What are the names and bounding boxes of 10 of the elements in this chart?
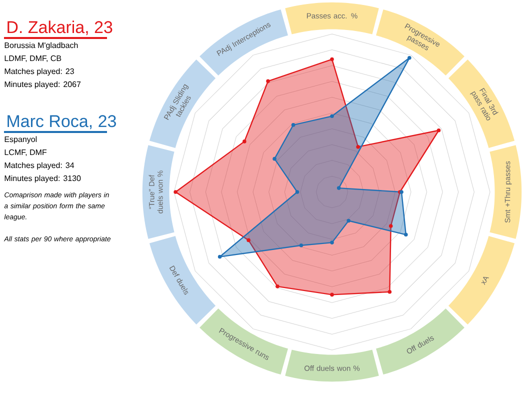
text: Matches played: 23 — [4, 68, 74, 76]
text: Marc Roca, 23 — [8, 115, 116, 130]
text: Matches played: 34 — [4, 162, 74, 170]
text: Minutes played: 2067 — [4, 81, 81, 89]
text: Espanyol — [4, 136, 37, 144]
text: D. Zakaria, 23 — [8, 20, 112, 36]
text: Borussia M'gladbach — [4, 42, 78, 50]
text: LDMF, DMF, CB — [4, 55, 62, 62]
text: LCMF, DMF — [4, 149, 47, 156]
text: Minutes played: 3130 — [4, 175, 81, 183]
